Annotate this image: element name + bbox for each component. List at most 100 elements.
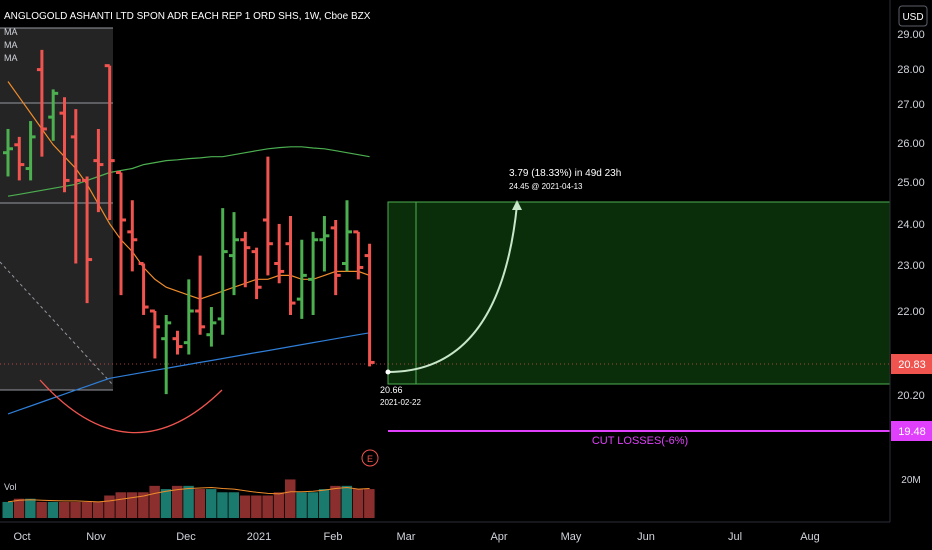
ohlc-bar [138, 262, 149, 315]
volume-bar [251, 495, 262, 518]
entry-date-label: 2021-02-22 [380, 398, 421, 407]
currency-label: USD [902, 12, 923, 23]
ma-mid-line [7, 146, 370, 197]
ohlc-bar [25, 121, 36, 181]
projection-curve [387, 204, 518, 373]
time-axis-ticks: Oct Nov Dec 2021 Feb Mar Apr May Jun Jul Aug [13, 531, 819, 543]
price-tick-label: 29.00 [897, 29, 925, 41]
price-tick-label: 24.00 [897, 219, 925, 231]
target-label: 24.45 @ 2021-04-13 [509, 182, 583, 191]
ohlc-bar [195, 255, 206, 335]
volume-bar [13, 498, 25, 518]
earnings-icon[interactable] [361, 449, 379, 467]
ohlc-bar [172, 330, 183, 355]
earnings-label: E [367, 454, 373, 464]
volume-bar [70, 501, 81, 518]
cut-losses-label: CUT LOSSES(-6%) [592, 435, 688, 447]
ma-slow-line [7, 332, 370, 415]
price-tick-label: 25.00 [897, 177, 925, 189]
volume-bar [341, 485, 352, 518]
time-tick-label: 2021 [247, 531, 271, 543]
ohlc-bar [285, 216, 296, 315]
volume-bar [194, 489, 206, 518]
ohlc-bar [319, 216, 330, 272]
volume-bar [273, 492, 285, 518]
volume-bar [262, 495, 273, 518]
stop-price-badge [891, 421, 932, 441]
volume-bar [115, 492, 126, 518]
indicator-ma-1[interactable]: MA [4, 27, 18, 37]
ohlc-bar [240, 231, 251, 288]
ohlc-bar [59, 97, 70, 193]
stop-price-value: 19.48 [898, 426, 926, 438]
projection-label: 3.79 (18.33%) in 49d 23h [509, 168, 621, 179]
ohlc-bar [116, 170, 126, 296]
volume-bar [296, 492, 307, 518]
ohlc-bar [251, 247, 262, 300]
ohlc-bar [3, 128, 13, 177]
volume-bar [47, 501, 59, 518]
ohlc-bar [36, 49, 47, 157]
indicator-ma-3[interactable]: MA [4, 53, 18, 63]
volume-bar [364, 489, 375, 518]
volume-bar [228, 492, 239, 518]
price-axis-ticks: 29.00 28.00 27.00 26.00 25.00 24.00 23.00 22.00… [897, 29, 925, 402]
volume-bar [318, 489, 330, 518]
ohlc-bar [149, 309, 160, 359]
ohlc-bar [104, 64, 115, 220]
volume-bar [36, 501, 47, 518]
projection-arrow [512, 200, 522, 210]
time-tick-label: Oct [13, 531, 30, 543]
time-tick-label: Dec [176, 531, 196, 543]
last-price-badge [891, 354, 932, 374]
ohlc-bar [308, 231, 319, 315]
ohlc-bar [183, 279, 194, 355]
volume-bar [25, 498, 36, 518]
time-tick-label: Aug [800, 531, 820, 543]
arc-drawing [39, 379, 223, 434]
price-tick-label: 20.20 [897, 390, 925, 402]
entry-price-label: 20.66 [380, 385, 403, 395]
ohlc-bar [262, 156, 273, 276]
volume-label: Vol [4, 482, 17, 492]
ohlc-bar [206, 307, 217, 347]
time-tick-label: Jul [728, 531, 742, 543]
volume-bar [92, 501, 104, 518]
volume-bars [2, 479, 375, 518]
volume-bar [352, 489, 364, 518]
symbol-title: ANGLOGOLD ASHANTI LTD SPON ADR EACH REP … [4, 11, 371, 22]
volume-bar [183, 485, 194, 518]
volume-bar [205, 489, 217, 518]
volume-bar [160, 489, 172, 518]
price-tick-label: 28.00 [897, 64, 925, 76]
volume-bar [138, 492, 149, 518]
ohlc-bar [330, 219, 341, 296]
time-tick-label: Nov [86, 531, 106, 543]
volume-bar [2, 501, 13, 518]
ohlc-bar [353, 230, 364, 280]
volume-bar [285, 479, 296, 518]
time-tick-label: Mar [397, 531, 416, 543]
ohlc-bar [14, 136, 25, 181]
ohlc-bar [274, 223, 285, 284]
volume-bar [172, 485, 183, 518]
time-tick-label: May [561, 531, 582, 543]
ohlc-bar [364, 243, 375, 367]
volume-bar [330, 485, 341, 518]
ohlc-bar [93, 128, 104, 213]
highlight-box [0, 28, 113, 390]
diagonal-dashed-line [0, 261, 114, 386]
ohlc-bar [161, 314, 172, 395]
time-tick-label: Apr [490, 531, 507, 543]
indicator-ma-2[interactable]: MA [4, 40, 18, 50]
target-zone[interactable] [387, 201, 891, 385]
volume-bar [126, 492, 138, 518]
volume-bar [239, 495, 251, 518]
volume-bar [217, 492, 228, 518]
ohlc-bar [82, 176, 93, 304]
volume-ma-line [7, 486, 370, 503]
currency-button[interactable] [898, 5, 928, 27]
volume-bar [81, 501, 93, 518]
ohlc-bar [127, 200, 138, 272]
